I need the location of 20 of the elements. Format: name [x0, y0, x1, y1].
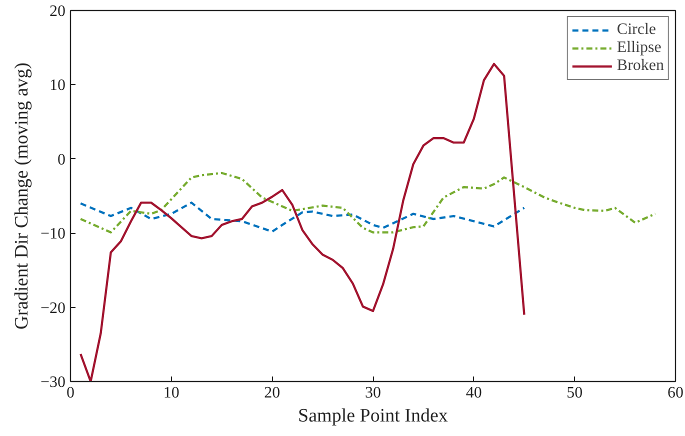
line-series: [79, 62, 526, 382]
x-tick-label: 30: [365, 384, 381, 402]
y-tick-label: 20: [50, 3, 66, 20]
y-tick-label: 10: [50, 77, 66, 94]
y-tick-label: −10: [40, 226, 66, 243]
y-tick-label: −30: [40, 374, 66, 391]
x-tick-label: 50: [566, 384, 583, 402]
x-tick-label: 60: [668, 384, 684, 402]
line-series: [79, 172, 656, 234]
x-tick-label: 20: [264, 384, 280, 402]
x-axis-title: Sample Point Index: [298, 406, 448, 426]
legend-label: Ellipse: [616, 39, 662, 57]
x-tick-label: 40: [466, 384, 482, 402]
line-series: [79, 202, 526, 233]
legend-label: Broken: [616, 57, 664, 75]
legend-label: Circle: [616, 21, 656, 39]
y-tick-label: 0: [58, 151, 66, 168]
y-axis-title: Gradient Dir Change (moving avg): [11, 62, 32, 330]
y-tick-label: −20: [40, 300, 66, 317]
x-tick-label: 10: [163, 384, 180, 402]
